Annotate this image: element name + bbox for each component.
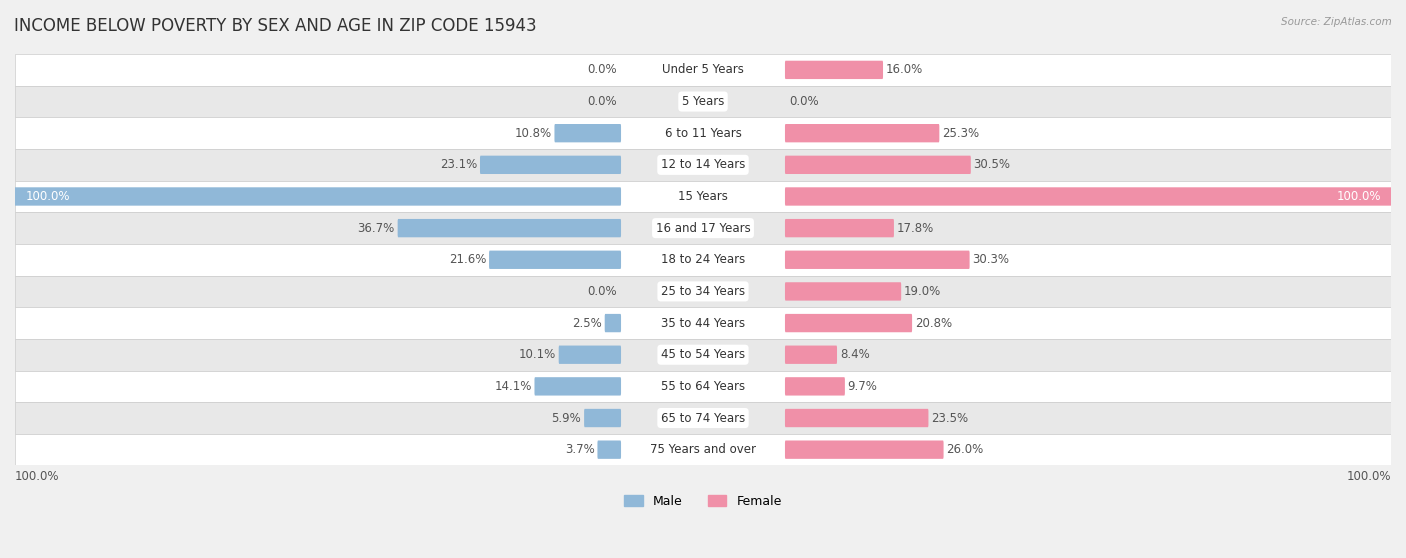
Text: 100.0%: 100.0% (1336, 190, 1381, 203)
Text: 10.1%: 10.1% (519, 348, 555, 361)
FancyBboxPatch shape (785, 219, 894, 237)
Text: 10.8%: 10.8% (515, 127, 551, 140)
Text: 12 to 14 Years: 12 to 14 Years (661, 158, 745, 171)
Text: 14.1%: 14.1% (495, 380, 531, 393)
FancyBboxPatch shape (785, 377, 845, 396)
Text: 25 to 34 Years: 25 to 34 Years (661, 285, 745, 298)
Text: 0.0%: 0.0% (588, 95, 617, 108)
FancyBboxPatch shape (785, 314, 912, 332)
Text: Source: ZipAtlas.com: Source: ZipAtlas.com (1281, 17, 1392, 27)
Text: 0.0%: 0.0% (588, 285, 617, 298)
FancyBboxPatch shape (785, 156, 970, 174)
FancyBboxPatch shape (785, 187, 1392, 206)
FancyBboxPatch shape (785, 409, 928, 427)
FancyBboxPatch shape (605, 314, 621, 332)
Text: 20.8%: 20.8% (915, 316, 952, 330)
Text: 15 Years: 15 Years (678, 190, 728, 203)
Text: 21.6%: 21.6% (449, 253, 486, 266)
Text: 6 to 11 Years: 6 to 11 Years (665, 127, 741, 140)
FancyBboxPatch shape (785, 440, 943, 459)
Text: 26.0%: 26.0% (946, 443, 984, 456)
FancyBboxPatch shape (785, 282, 901, 301)
FancyBboxPatch shape (785, 124, 939, 142)
Text: 25.3%: 25.3% (942, 127, 980, 140)
Text: 45 to 54 Years: 45 to 54 Years (661, 348, 745, 361)
Text: 18 to 24 Years: 18 to 24 Years (661, 253, 745, 266)
FancyBboxPatch shape (785, 61, 883, 79)
Text: 19.0%: 19.0% (904, 285, 941, 298)
Text: 16 and 17 Years: 16 and 17 Years (655, 222, 751, 234)
Text: 100.0%: 100.0% (1347, 470, 1391, 483)
FancyBboxPatch shape (554, 124, 621, 142)
Text: 30.5%: 30.5% (974, 158, 1011, 171)
FancyBboxPatch shape (14, 187, 621, 206)
Bar (15, 371, 1391, 402)
Text: 55 to 64 Years: 55 to 64 Years (661, 380, 745, 393)
Text: 9.7%: 9.7% (848, 380, 877, 393)
Text: 3.7%: 3.7% (565, 443, 595, 456)
FancyBboxPatch shape (583, 409, 621, 427)
Text: 0.0%: 0.0% (588, 64, 617, 76)
Bar (15, 117, 1391, 149)
Bar (15, 181, 1391, 212)
Bar (15, 54, 1391, 86)
FancyBboxPatch shape (398, 219, 621, 237)
Text: 36.7%: 36.7% (357, 222, 395, 234)
Text: 5.9%: 5.9% (551, 411, 581, 425)
Text: 2.5%: 2.5% (572, 316, 602, 330)
Text: 17.8%: 17.8% (897, 222, 934, 234)
Bar (15, 402, 1391, 434)
Text: INCOME BELOW POVERTY BY SEX AND AGE IN ZIP CODE 15943: INCOME BELOW POVERTY BY SEX AND AGE IN Z… (14, 17, 537, 35)
Bar (15, 244, 1391, 276)
Bar (15, 307, 1391, 339)
Text: Under 5 Years: Under 5 Years (662, 64, 744, 76)
FancyBboxPatch shape (534, 377, 621, 396)
Text: 35 to 44 Years: 35 to 44 Years (661, 316, 745, 330)
Text: 23.5%: 23.5% (931, 411, 969, 425)
FancyBboxPatch shape (785, 345, 837, 364)
Text: 100.0%: 100.0% (15, 470, 59, 483)
Text: 30.3%: 30.3% (973, 253, 1010, 266)
Text: 5 Years: 5 Years (682, 95, 724, 108)
FancyBboxPatch shape (785, 251, 970, 269)
FancyBboxPatch shape (489, 251, 621, 269)
Text: 75 Years and over: 75 Years and over (650, 443, 756, 456)
FancyBboxPatch shape (558, 345, 621, 364)
Bar (15, 434, 1391, 465)
Legend: Male, Female: Male, Female (619, 490, 787, 513)
Text: 16.0%: 16.0% (886, 64, 924, 76)
Text: 65 to 74 Years: 65 to 74 Years (661, 411, 745, 425)
Text: 8.4%: 8.4% (839, 348, 869, 361)
Bar (15, 212, 1391, 244)
Bar (15, 86, 1391, 117)
Bar (15, 149, 1391, 181)
Text: 100.0%: 100.0% (25, 190, 70, 203)
FancyBboxPatch shape (479, 156, 621, 174)
Text: 23.1%: 23.1% (440, 158, 477, 171)
Bar (15, 339, 1391, 371)
Bar (15, 276, 1391, 307)
Text: 0.0%: 0.0% (789, 95, 818, 108)
FancyBboxPatch shape (598, 440, 621, 459)
